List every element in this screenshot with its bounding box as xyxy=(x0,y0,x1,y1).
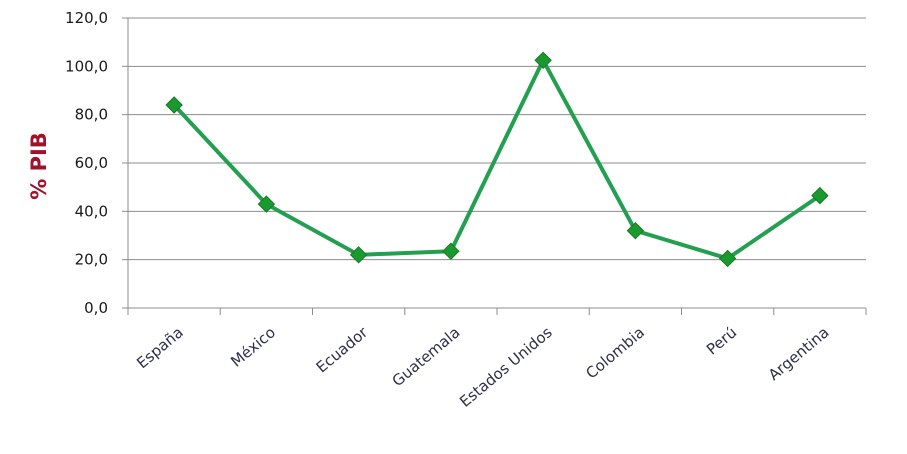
y-tick-label: 0,0 xyxy=(84,299,108,317)
x-tick-label: México xyxy=(227,323,279,370)
data-point-marker xyxy=(165,96,183,114)
data-point-marker xyxy=(718,249,737,268)
data-point-marker xyxy=(349,246,368,264)
x-tick-label: Estados Unidos xyxy=(456,323,556,411)
data-point-marker xyxy=(811,186,829,205)
data-point-marker xyxy=(442,242,460,260)
data-point-marker xyxy=(534,51,552,69)
x-tick-label: Argentina xyxy=(765,323,833,384)
x-tick-label: España xyxy=(133,323,186,372)
y-tick-label: 60,0 xyxy=(75,154,108,172)
y-axis-label: % PIB xyxy=(27,132,51,200)
y-axis-ticks: 0,0 20,0 40,0 60,0 80,0 100,0 120,0 xyxy=(65,9,108,317)
y-tick-label: 40,0 xyxy=(75,202,108,220)
gridlines xyxy=(122,17,866,309)
x-axis xyxy=(127,18,867,315)
x-tick-label: Ecuador xyxy=(313,323,372,377)
x-tick-label: Guatemala xyxy=(389,323,464,390)
series-line xyxy=(172,58,822,261)
y-tick-label: 20,0 xyxy=(75,251,108,269)
y-tick-label: 120,0 xyxy=(65,9,108,27)
series-layer xyxy=(165,51,829,268)
data-point-marker xyxy=(257,195,276,213)
y-tick-label: 100,0 xyxy=(65,57,108,75)
x-tick-label: Colombia xyxy=(582,323,648,382)
x-tick-label: Perú xyxy=(703,323,740,358)
y-tick-label: 80,0 xyxy=(75,106,108,124)
data-point-marker xyxy=(626,221,645,240)
